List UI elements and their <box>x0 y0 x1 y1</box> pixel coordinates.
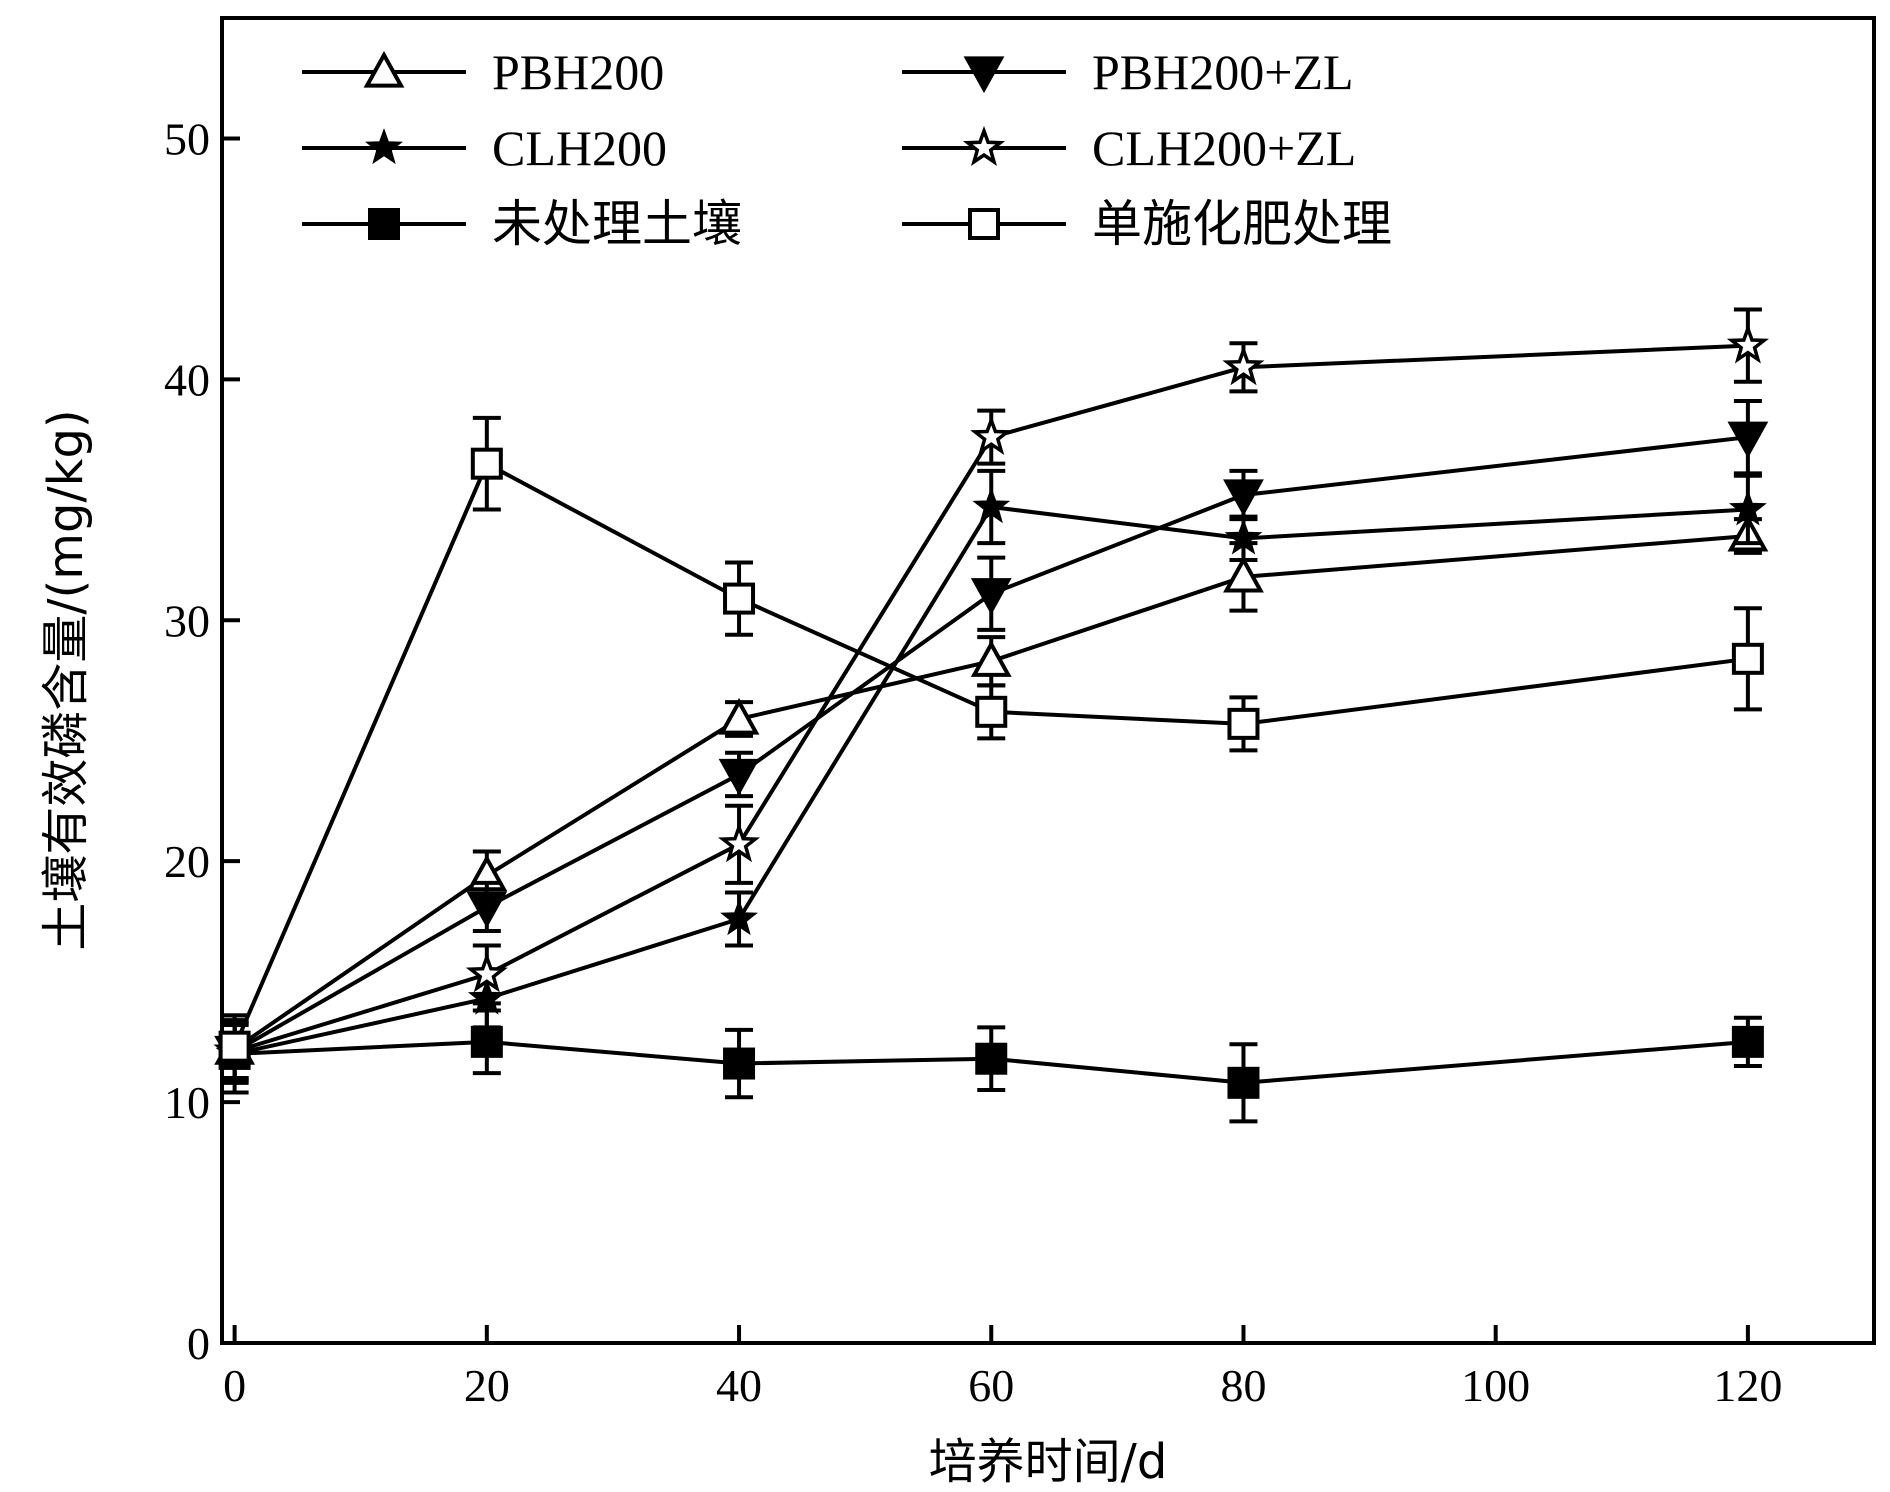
data-point <box>1227 707 1260 740</box>
x-axis: 0 20 40 60 80 100 120 <box>223 1325 1782 1411</box>
y-tick-label: 10 <box>164 1077 210 1128</box>
x-tick-label: 60 <box>968 1360 1014 1411</box>
y-tick-label: 50 <box>164 113 210 164</box>
legend-marker <box>962 125 1006 166</box>
data-point <box>1727 421 1769 459</box>
series-5 <box>218 415 1764 1080</box>
y-tick-label: 20 <box>164 836 210 887</box>
data-point <box>1227 1066 1260 1099</box>
series-line <box>233 435 1749 1054</box>
y-tick-label: 30 <box>164 595 210 646</box>
legend-entry: CLH200 <box>302 120 667 176</box>
legend-label: 未处理土壤 <box>492 196 742 252</box>
data-point <box>1224 518 1263 555</box>
legend-marker <box>968 208 1000 240</box>
series-line <box>234 343 1748 1054</box>
legend-marker <box>363 50 405 88</box>
legend-label: 单施化肥处理 <box>1092 196 1392 252</box>
data-point <box>718 822 761 863</box>
legend-entry: 单施化肥处理 <box>902 196 1392 252</box>
data-point <box>718 758 760 796</box>
y-tick-label: 40 <box>164 354 210 405</box>
data-point <box>218 1030 251 1063</box>
legend-label: CLH200+ZL <box>1092 120 1356 176</box>
data-point <box>970 578 1012 615</box>
data-point <box>470 1025 503 1058</box>
x-tick-label: 20 <box>464 1360 510 1411</box>
legend-entry: PBH200+ZL <box>902 44 1354 100</box>
data-point <box>972 487 1011 524</box>
y-axis: 0 10 20 30 40 50 <box>164 113 240 1369</box>
data-point <box>1223 479 1264 517</box>
legend: PBH200 PBH200+ZL CLH200 CLH200+ZL 未处理土壤 单施化肥处… <box>302 44 1392 252</box>
y-tick-label: 0 <box>187 1318 210 1369</box>
x-tick-label: 0 <box>223 1360 246 1411</box>
legend-marker <box>368 208 400 240</box>
y-axis-title: 土壤有效磷含量/(mg/kg) <box>38 409 94 950</box>
data-point <box>1223 555 1264 593</box>
data-point <box>718 697 760 735</box>
data-point <box>723 1047 756 1080</box>
series-line <box>234 1039 1749 1085</box>
data-point <box>723 582 756 615</box>
data-point <box>1731 642 1764 675</box>
legend-marker <box>963 56 1005 94</box>
series-line <box>234 504 1749 1056</box>
legend-label: PBH200+ZL <box>1092 44 1354 100</box>
data-point <box>1222 345 1265 386</box>
plot-frame <box>220 16 1876 1345</box>
data-point <box>970 640 1012 677</box>
data-point <box>1728 489 1767 526</box>
legend-entry: 未处理土壤 <box>302 196 742 252</box>
x-tick-label: 80 <box>1220 1360 1266 1411</box>
series-line <box>232 460 1749 1048</box>
legend-label: CLH200 <box>492 120 667 176</box>
data-point <box>465 952 508 993</box>
data-point <box>1726 323 1769 364</box>
legend-marker <box>365 128 403 165</box>
x-tick-label: 100 <box>1461 1360 1530 1411</box>
data-point <box>466 891 508 929</box>
legend-label: PBH200 <box>492 44 664 100</box>
series-4 <box>218 1008 1764 1124</box>
x-axis-title: 培养时间/d <box>929 1434 1168 1490</box>
legend-entry: PBH200 <box>302 44 664 100</box>
data-point <box>1731 1025 1764 1058</box>
data-point <box>970 415 1013 456</box>
x-tick-label: 40 <box>716 1360 762 1411</box>
series-layer <box>213 307 1769 1124</box>
data-point <box>720 899 758 936</box>
data-point <box>470 447 503 480</box>
legend-entry: CLH200+ZL <box>902 120 1356 176</box>
x-tick-label: 120 <box>1713 1360 1782 1411</box>
data-point <box>975 1042 1008 1075</box>
series-line <box>233 534 1749 1051</box>
data-point <box>975 695 1008 728</box>
